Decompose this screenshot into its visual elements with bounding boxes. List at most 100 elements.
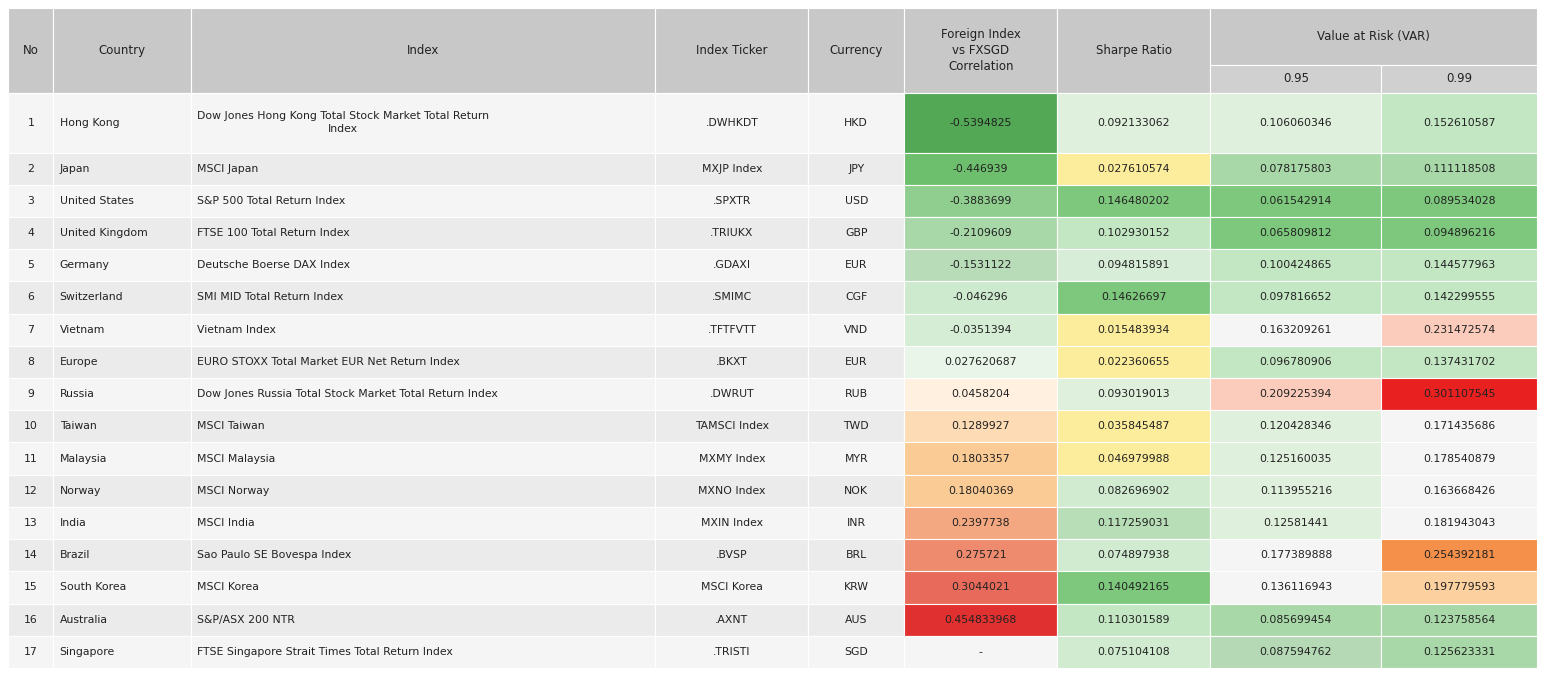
Bar [808, 8, 904, 93]
Bar [192, 507, 655, 539]
Text: .AXNT: .AXNT [715, 614, 748, 625]
Bar [192, 475, 655, 507]
Bar [8, 378, 54, 410]
Bar [192, 604, 655, 636]
Bar [192, 410, 655, 443]
Bar [192, 539, 655, 571]
Bar [1210, 185, 1381, 217]
Bar [54, 443, 192, 475]
Text: 0.078175803: 0.078175803 [1259, 164, 1332, 174]
Bar [1381, 249, 1537, 281]
Text: 0.142299555: 0.142299555 [1423, 293, 1496, 302]
Text: JPY: JPY [848, 164, 864, 174]
Bar [1210, 571, 1381, 604]
Text: Europe: Europe [60, 357, 99, 367]
Text: 0.027610574: 0.027610574 [1097, 164, 1170, 174]
Text: -0.5394825: -0.5394825 [950, 118, 1012, 128]
Bar [54, 539, 192, 571]
Bar [192, 281, 655, 314]
Bar [8, 281, 54, 314]
Bar [1057, 475, 1210, 507]
Text: 0.163668426: 0.163668426 [1423, 486, 1496, 496]
Bar [8, 93, 54, 153]
Bar [1381, 507, 1537, 539]
Bar [904, 249, 1057, 281]
Bar [1210, 346, 1381, 378]
Bar [1381, 378, 1537, 410]
Text: Japan: Japan [60, 164, 90, 174]
Bar [904, 217, 1057, 249]
Text: 0.0458204: 0.0458204 [952, 389, 1010, 399]
Text: 0.181943043: 0.181943043 [1423, 518, 1496, 528]
Text: 3: 3 [28, 196, 34, 206]
Bar [192, 8, 655, 93]
Bar [1057, 185, 1210, 217]
Text: No: No [23, 44, 39, 57]
Bar [1210, 507, 1381, 539]
Bar [54, 571, 192, 604]
Text: 0.95: 0.95 [1282, 72, 1309, 85]
Bar [54, 346, 192, 378]
Text: Value at Risk (VAR): Value at Risk (VAR) [1318, 30, 1431, 43]
Bar [54, 475, 192, 507]
Bar [8, 249, 54, 281]
Bar [54, 185, 192, 217]
Bar [54, 217, 192, 249]
Text: EUR: EUR [845, 260, 867, 270]
Text: -0.2109609: -0.2109609 [949, 228, 1012, 238]
Bar [904, 314, 1057, 346]
Bar [655, 604, 808, 636]
Text: Index Ticker: Index Ticker [697, 44, 768, 57]
Bar [655, 378, 808, 410]
Bar [192, 378, 655, 410]
Bar [54, 604, 192, 636]
Text: 4: 4 [28, 228, 34, 238]
Text: 0.075104108: 0.075104108 [1097, 647, 1170, 657]
Bar [54, 314, 192, 346]
Bar [8, 443, 54, 475]
Bar [1057, 281, 1210, 314]
Text: .TFTFVTT: .TFTFVTT [708, 324, 756, 335]
Text: 0.093019013: 0.093019013 [1097, 389, 1170, 399]
Text: -0.0351394: -0.0351394 [950, 324, 1012, 335]
Bar [1210, 443, 1381, 475]
Bar [8, 8, 54, 93]
Text: 1: 1 [28, 118, 34, 128]
Bar [1210, 153, 1381, 185]
Text: 0.177389888: 0.177389888 [1259, 550, 1332, 560]
Bar [904, 443, 1057, 475]
Bar [8, 475, 54, 507]
Text: -0.1531122: -0.1531122 [950, 260, 1012, 270]
Text: 0.254392181: 0.254392181 [1423, 550, 1496, 560]
Text: 0.137431702: 0.137431702 [1423, 357, 1496, 367]
Text: 0.106060346: 0.106060346 [1259, 118, 1332, 128]
Bar [1381, 314, 1537, 346]
Bar [655, 281, 808, 314]
Bar [655, 346, 808, 378]
Text: 0.074897938: 0.074897938 [1097, 550, 1170, 560]
Bar [655, 185, 808, 217]
Text: MSCI Norway: MSCI Norway [198, 486, 269, 496]
Text: Norway: Norway [60, 486, 100, 496]
Bar [8, 604, 54, 636]
Text: MXJP Index: MXJP Index [701, 164, 762, 174]
Text: 0.117259031: 0.117259031 [1097, 518, 1170, 528]
Text: 0.3044021: 0.3044021 [952, 583, 1010, 592]
Text: 0.209225394: 0.209225394 [1259, 389, 1332, 399]
Text: MSCI Japan: MSCI Japan [198, 164, 258, 174]
Bar [192, 346, 655, 378]
Bar [1381, 185, 1537, 217]
Bar [8, 410, 54, 443]
Bar [8, 314, 54, 346]
Text: .BVSP: .BVSP [715, 550, 748, 560]
Text: TAMSCI Index: TAMSCI Index [695, 421, 769, 431]
Text: 0.136116943: 0.136116943 [1259, 583, 1332, 592]
Text: 6: 6 [28, 293, 34, 302]
Bar [1210, 281, 1381, 314]
Text: INR: INR [847, 518, 865, 528]
Text: Sao Paulo SE Bovespa Index: Sao Paulo SE Bovespa Index [198, 550, 351, 560]
Bar [655, 8, 808, 93]
Text: 0.454833968: 0.454833968 [944, 614, 1017, 625]
Text: MXNO Index: MXNO Index [698, 486, 765, 496]
Bar [808, 185, 904, 217]
